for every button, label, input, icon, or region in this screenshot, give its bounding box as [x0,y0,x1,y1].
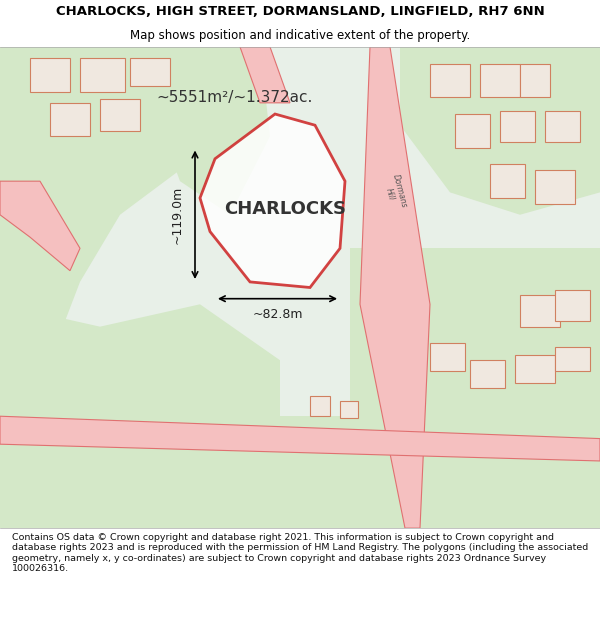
FancyBboxPatch shape [500,111,535,142]
Polygon shape [240,47,290,103]
Text: CHARLOCKS, HIGH STREET, DORMANSLAND, LINGFIELD, RH7 6NN: CHARLOCKS, HIGH STREET, DORMANSLAND, LIN… [56,5,544,18]
Polygon shape [0,181,80,271]
FancyBboxPatch shape [545,111,580,142]
FancyBboxPatch shape [430,344,465,371]
Text: Contains OS data © Crown copyright and database right 2021. This information is : Contains OS data © Crown copyright and d… [12,533,588,573]
FancyBboxPatch shape [30,58,70,92]
Polygon shape [155,47,270,215]
Polygon shape [0,304,280,528]
Text: Dormans
Hill: Dormans Hill [381,173,409,211]
FancyBboxPatch shape [310,396,330,416]
Text: ~5551m²/~1.372ac.: ~5551m²/~1.372ac. [157,90,313,105]
FancyBboxPatch shape [100,99,140,131]
Text: CHARLOCKS: CHARLOCKS [224,200,346,218]
Polygon shape [350,248,600,528]
FancyBboxPatch shape [470,360,505,388]
Polygon shape [360,47,430,528]
Text: Map shows position and indicative extent of the property.: Map shows position and indicative extent… [130,29,470,42]
FancyBboxPatch shape [80,58,125,92]
Polygon shape [200,114,345,288]
FancyBboxPatch shape [535,170,575,204]
FancyBboxPatch shape [480,64,520,98]
FancyBboxPatch shape [515,354,555,382]
Polygon shape [0,47,180,394]
Polygon shape [200,416,350,528]
FancyBboxPatch shape [520,296,560,327]
Text: ~82.8m: ~82.8m [252,308,303,321]
FancyBboxPatch shape [50,103,90,136]
FancyBboxPatch shape [340,401,358,419]
FancyBboxPatch shape [430,64,470,98]
Text: ~119.0m: ~119.0m [170,186,184,244]
FancyBboxPatch shape [555,347,590,371]
FancyBboxPatch shape [130,58,170,86]
FancyBboxPatch shape [555,290,590,321]
FancyBboxPatch shape [520,64,550,98]
Polygon shape [0,416,600,461]
FancyBboxPatch shape [455,114,490,148]
FancyBboxPatch shape [490,164,525,198]
Polygon shape [400,47,600,215]
